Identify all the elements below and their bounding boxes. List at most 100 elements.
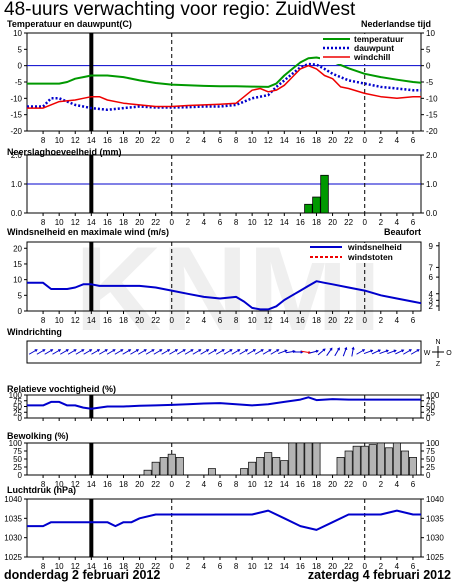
y-tick-label: 1025 <box>4 553 22 562</box>
y-tick-label: 0 <box>18 471 23 480</box>
wind-arrow <box>122 349 131 355</box>
precipitation-panel-title: Neerslaghoeveelheid (mm) <box>7 147 122 157</box>
wind-direction-panel-title: Windrichting <box>7 327 62 337</box>
wind-arrow-head <box>329 347 333 351</box>
beaufort-note: Beaufort <box>384 227 421 237</box>
x-tick-label: 2 <box>186 480 191 489</box>
x-tick-label: 10 <box>248 480 257 489</box>
x-tick-label: 12 <box>71 480 80 489</box>
x-tick-label: 20 <box>135 562 144 571</box>
wind-arrow <box>247 349 256 355</box>
wind-arrow <box>239 349 248 355</box>
x-tick-label: 14 <box>87 480 96 489</box>
y-tick-label-right: 75 <box>426 397 435 406</box>
y-tick-label: -5 <box>15 78 23 87</box>
x-tick-label: 12 <box>264 136 273 145</box>
wind-arrow-head <box>159 349 163 352</box>
x-tick-label: 2 <box>186 136 191 145</box>
y-tick-label: 1.0 <box>11 180 23 189</box>
wind-arrow <box>67 349 77 355</box>
x-tick-label: 2 <box>379 136 384 145</box>
panel-frame <box>26 340 422 364</box>
x-tick-label: 12 <box>264 562 273 571</box>
x-tick-label: 8 <box>41 562 46 571</box>
wind-arrow-head <box>175 349 179 352</box>
x-tick-label: 18 <box>312 218 321 227</box>
x-tick-label: 16 <box>103 480 112 489</box>
wind-arrow <box>145 349 155 355</box>
y-tick-label-right: 0 <box>426 414 431 423</box>
wind-arrow-head <box>408 349 412 352</box>
cloud-bar <box>312 442 321 476</box>
wind-arrow-head <box>34 349 38 352</box>
y-tick-label: 1035 <box>4 514 22 523</box>
x-tick-label: 10 <box>55 480 64 489</box>
x-tick-label: 6 <box>218 316 223 325</box>
wind-arrow <box>215 349 225 355</box>
wind-arrow <box>137 349 147 355</box>
x-tick-label: 8 <box>41 136 46 145</box>
cloud-bar <box>344 450 353 476</box>
x-tick-label: 16 <box>296 136 305 145</box>
wind-arrow <box>106 349 116 355</box>
x-tick-label: 20 <box>135 480 144 489</box>
wind-arrow-head <box>300 350 304 354</box>
wind-arrow-head <box>206 349 210 352</box>
cloud-bar <box>207 468 216 476</box>
cloud-bar <box>151 461 160 476</box>
precipitation-panel: Neerslaghoeveelheid (mm)2.0 2.01.0 1.00.0 0… <box>7 147 438 227</box>
x-tick-label: 22 <box>151 136 160 145</box>
wind-arrow <box>161 349 170 355</box>
wind-arrow-head <box>128 349 132 352</box>
wind-arrow-head <box>393 349 397 353</box>
wind-arrow <box>28 349 38 355</box>
x-tick-label: 22 <box>344 218 353 227</box>
cloud-bar <box>256 457 265 476</box>
x-tick-label: 12 <box>71 218 80 227</box>
wind-speed-line <box>27 280 422 311</box>
wind-arrow <box>83 349 92 355</box>
precipitation-bar <box>320 174 329 214</box>
legend-label: windstoten <box>347 252 393 262</box>
wind-arrow <box>223 349 233 355</box>
x-tick-label: 6 <box>218 562 223 571</box>
time-zone-note: Nederlandse tijd <box>361 19 431 29</box>
x-tick-label: 8 <box>41 218 46 227</box>
wind-arrow-head <box>362 349 366 352</box>
wind-arrow-head <box>198 349 202 352</box>
y-tick-label: 0 <box>18 414 23 423</box>
y-tick-label-right: 1025 <box>426 553 444 562</box>
legend-label: windchill <box>353 52 390 62</box>
wind-arrow <box>309 350 319 354</box>
wind-arrow <box>99 349 108 355</box>
y-tick-label-right: 100 <box>426 439 440 448</box>
precipitation-bar <box>312 196 321 214</box>
x-tick-label: 6 <box>411 562 416 571</box>
wind-arrow <box>176 349 186 355</box>
y-tick-label-right: 1035 <box>426 514 444 523</box>
dewpoint-line <box>27 62 421 112</box>
x-tick-label: 12 <box>264 316 273 325</box>
beaufort-tick-label: 4 <box>429 290 434 299</box>
y-tick-label-right: 10 <box>426 29 435 38</box>
y-tick-label-right: 1030 <box>426 534 444 543</box>
panel-frame <box>26 241 422 312</box>
x-tick-label: 2 <box>379 316 384 325</box>
x-tick-label: 10 <box>248 562 257 571</box>
wind-arrow-head <box>104 349 108 352</box>
x-tick-label: 22 <box>344 136 353 145</box>
wind-arrow-head <box>268 349 272 352</box>
wind-arrow-head <box>42 349 46 352</box>
x-tick-label: 14 <box>280 136 289 145</box>
y-tick-label: 10 <box>13 29 22 38</box>
cloud-bar <box>248 461 257 476</box>
footer-right-date: zaterdag 4 februari 2012 <box>307 568 451 582</box>
compass-w: W <box>424 350 431 357</box>
x-tick-label: 18 <box>312 136 321 145</box>
x-tick-label: 6 <box>411 480 416 489</box>
cloud-bar <box>175 457 184 476</box>
wind-arrow <box>387 349 397 355</box>
wind-arrow <box>356 349 365 355</box>
